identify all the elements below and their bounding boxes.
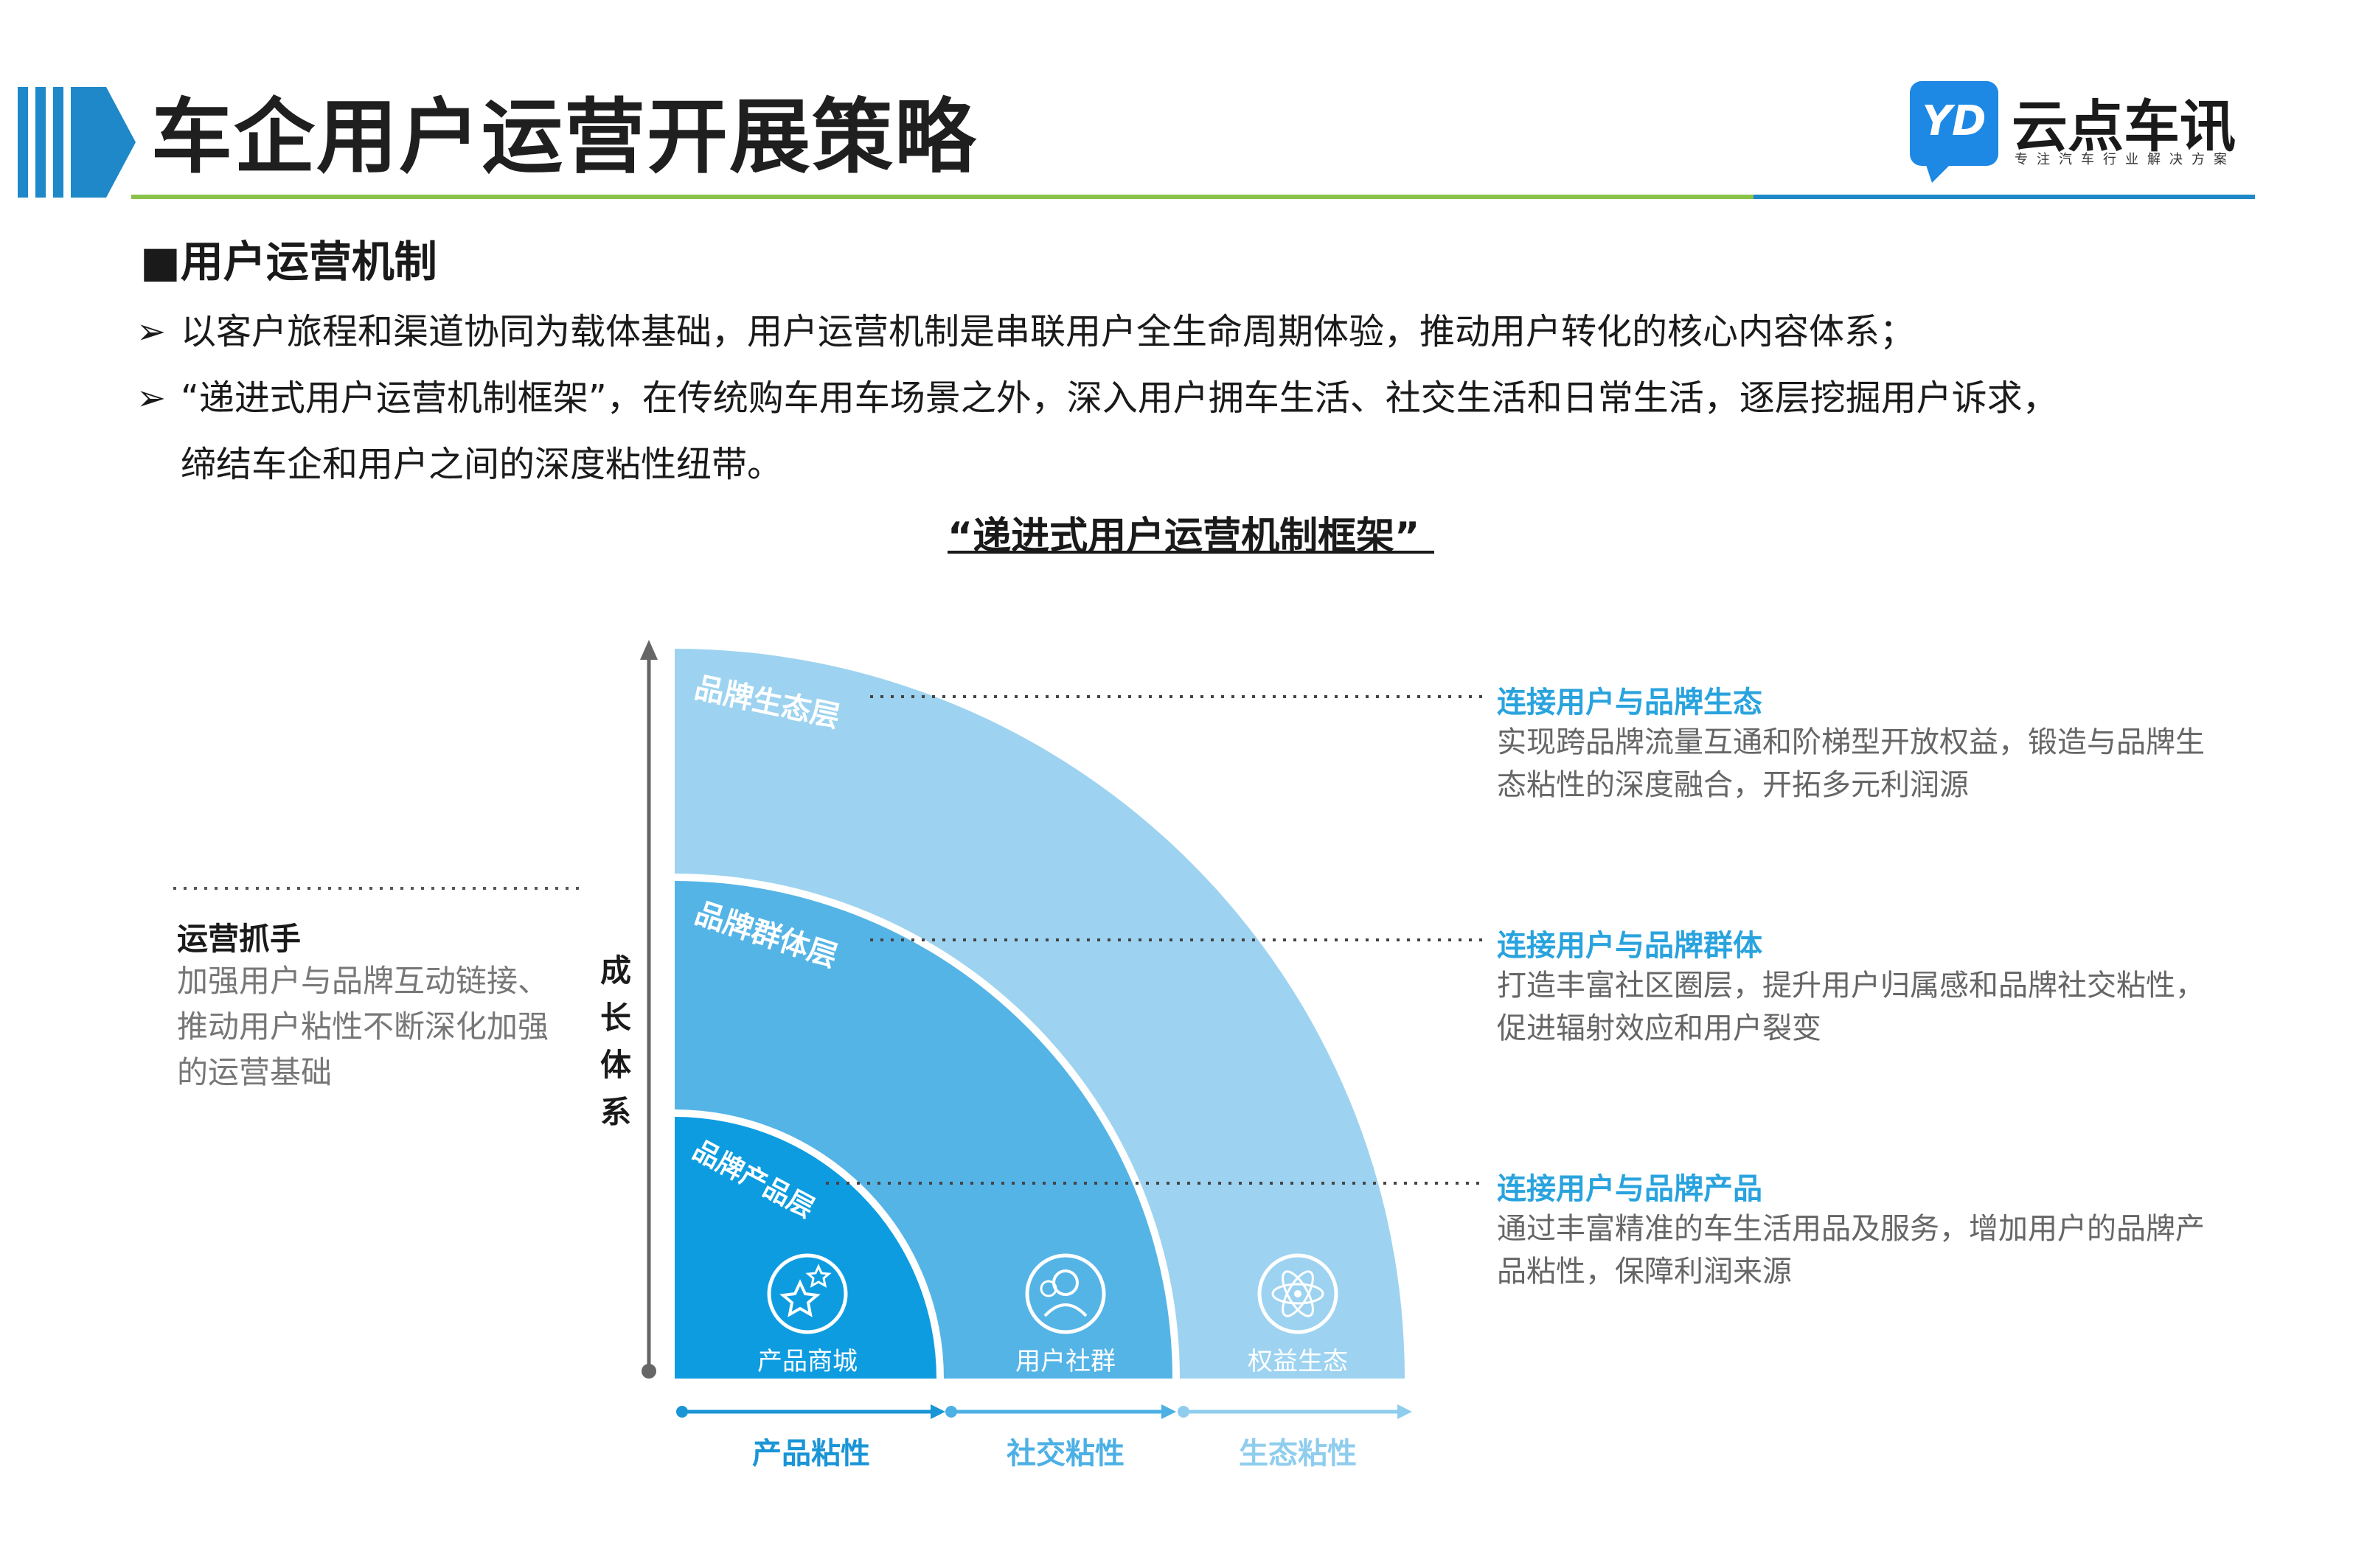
note-group-heading: 连接用户与品牌群体 (1497, 929, 1762, 963)
stickiness-eco: 生态粘性 (1239, 1437, 1357, 1471)
title-underline-blue (1754, 195, 2255, 199)
left-panel-body: 加强用户与品牌互动链接、推动用户粘性不断深化加强的运营基础 (177, 963, 549, 1090)
icon-label-mall: 产品商城 (757, 1347, 858, 1376)
logo-speech-tail-icon (1925, 161, 1954, 183)
atom-icon (1257, 1253, 1338, 1334)
logo-tagline: 专注汽车行业解决方案 (2015, 152, 2236, 167)
product-arrowhead (931, 1404, 945, 1419)
note-product-body: 通过丰富精准的车生活用品及服务，增加用户的品牌产品粘性，保障利润来源 (1497, 1212, 2205, 1289)
bullet-2: ➢ “递进式用户运营机制框架”，在传统购车用车场景之外，深入用户拥车生活、社交生活… (136, 369, 2058, 420)
left-panel-heading: 运营抓手 (177, 921, 302, 957)
stickiness-product: 产品粘性 (752, 1437, 870, 1471)
eco-arrowhead (1397, 1404, 1412, 1419)
note-ecosystem-heading: 连接用户与品牌生态 (1497, 686, 1762, 719)
people-icon (1025, 1253, 1106, 1334)
axis-char: 系 (599, 1094, 631, 1130)
brand-logo: YD 云点车讯 专注汽车行业解决方案 (1910, 81, 2264, 183)
bullet-1-text: 以客户旅程和渠道协同为载体基础，用户运营机制是串联用户全生命周期体验，推动用户转… (181, 311, 1916, 352)
social-arrowhead (1161, 1404, 1176, 1419)
stars-icon (767, 1253, 848, 1334)
icon-label-rights: 权益生态 (1248, 1347, 1348, 1376)
logo-badge-text: YD (1922, 97, 1987, 145)
stickiness-social: 社交粘性 (1007, 1437, 1125, 1471)
vertical-axis-origin-dot (642, 1364, 656, 1379)
bullet-1: ➢ 以客户旅程和渠道协同为载体基础，用户运营机制是串联用户全生命周期体验，推动用户… (136, 302, 1915, 354)
bullet-arrow-icon: ➢ (136, 311, 167, 352)
bullet-2-text: “递进式用户运营机制框架”，在传统购车用车场景之外，深入用户拥车生活、社交生活和… (181, 377, 2058, 419)
section-heading: ■用户运营机制 (140, 237, 437, 287)
diagram-title-underline (948, 551, 1434, 554)
left-dotted-leader (173, 887, 586, 890)
vertical-axis-arrowhead (640, 640, 658, 660)
icon-label-community: 用户社群 (1015, 1347, 1116, 1376)
note-product-heading: 连接用户与品牌产品 (1497, 1172, 1762, 1206)
header-accent-bars (18, 87, 136, 198)
vertical-axis-label: 成 长 体 系 (597, 947, 634, 1136)
bullet-arrow-icon: ➢ (136, 377, 167, 419)
logo-name: 云点车讯 (2012, 94, 2236, 159)
note-group-body: 打造丰富社区圈层，提升用户归属感和品牌社交粘性，促进辐射效应和用户裂变 (1497, 969, 2205, 1045)
axis-char: 体 (599, 1047, 631, 1083)
axis-char: 长 (599, 1000, 631, 1036)
bullet-2-continuation: 缔结车企和用户之间的深度粘性纽带。 (181, 444, 783, 485)
layer-product (675, 1117, 936, 1379)
logo-badge (1910, 81, 1998, 166)
note-ecosystem-body: 实现跨品牌流量互通和阶梯型开放权益，锻造与品牌生态粘性的深度融合，开拓多元利润源 (1497, 725, 2205, 802)
title-underline-green (131, 195, 1754, 199)
axis-char: 成 (599, 952, 631, 989)
page-title: 车企用户运营开展策略 (151, 90, 977, 184)
